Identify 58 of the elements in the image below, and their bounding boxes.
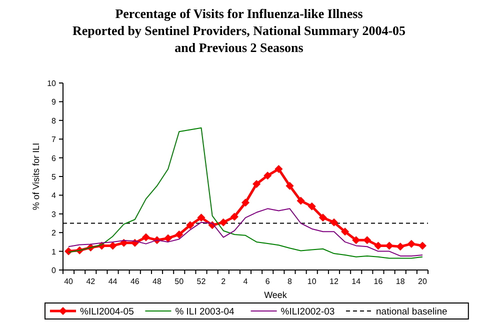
x-tick-label: 46 xyxy=(130,277,140,286)
x-tick-label: 50 xyxy=(174,277,184,286)
x-axis-title: Week xyxy=(264,290,288,300)
y-tick-label: 6 xyxy=(52,154,57,163)
y-tick-label: 7 xyxy=(52,135,57,144)
legend-label: %ILI2004-05 xyxy=(80,306,134,318)
point xyxy=(142,233,150,242)
x-tick-label: 40 xyxy=(64,277,74,286)
point xyxy=(296,196,305,205)
y-tick-label: 1 xyxy=(52,247,57,256)
point xyxy=(318,214,327,222)
point xyxy=(286,182,294,190)
point xyxy=(264,172,272,180)
point xyxy=(242,198,250,207)
point xyxy=(308,202,316,210)
y-tick-label: 0 xyxy=(52,266,57,275)
y-tick-label: 2 xyxy=(52,228,57,238)
x-tick-label: 6 xyxy=(265,277,270,286)
x-tick-label: 48 xyxy=(152,277,162,286)
y-tick-label: 5 xyxy=(52,172,57,182)
point xyxy=(407,240,416,248)
point xyxy=(186,221,194,230)
legend-label: %ILI2002-03 xyxy=(280,306,335,318)
point xyxy=(352,236,360,244)
point xyxy=(252,180,261,188)
y-tick-label: 4 xyxy=(52,191,57,200)
y-tick-label: 9 xyxy=(52,98,57,107)
point xyxy=(330,218,338,226)
y-axis-title: % of Visits for ILI xyxy=(31,142,41,210)
legend-label: national baseline xyxy=(376,306,448,318)
x-tick-label: 42 xyxy=(86,277,96,286)
chart-title: Percentage of Visits for Influenza-like Illness Reported by Sentinel Providers, National Summary 2004-05 and Previous 2 Seasons xyxy=(72,6,406,55)
legend-label: % ILI 2003-04 xyxy=(175,306,234,318)
y-tick-label: 3 xyxy=(52,210,57,219)
point xyxy=(274,165,283,174)
x-tick-label: 8 xyxy=(288,277,293,286)
point xyxy=(197,214,206,222)
y-tick-label: 10 xyxy=(47,79,57,88)
x-tick-label: 44 xyxy=(108,277,118,286)
point xyxy=(418,242,426,250)
x-tick-label: 16 xyxy=(374,277,384,286)
point xyxy=(219,218,228,226)
x-tick-label: 12 xyxy=(330,277,339,286)
point xyxy=(396,242,404,251)
point xyxy=(363,236,372,244)
x-tick-label: 4 xyxy=(243,277,248,286)
point xyxy=(164,234,172,242)
y-tick-label: 8 xyxy=(52,116,57,126)
x-tick-label: 52 xyxy=(196,277,206,286)
point xyxy=(175,230,184,238)
x-tick-label: 14 xyxy=(352,277,362,286)
point xyxy=(341,228,350,236)
x-tick-label: 10 xyxy=(307,277,317,286)
point xyxy=(120,238,128,247)
x-tick-label: 2 xyxy=(221,277,226,286)
x-tick-label: 18 xyxy=(396,277,406,286)
point xyxy=(230,212,238,221)
x-tick-label: 20 xyxy=(418,277,428,286)
